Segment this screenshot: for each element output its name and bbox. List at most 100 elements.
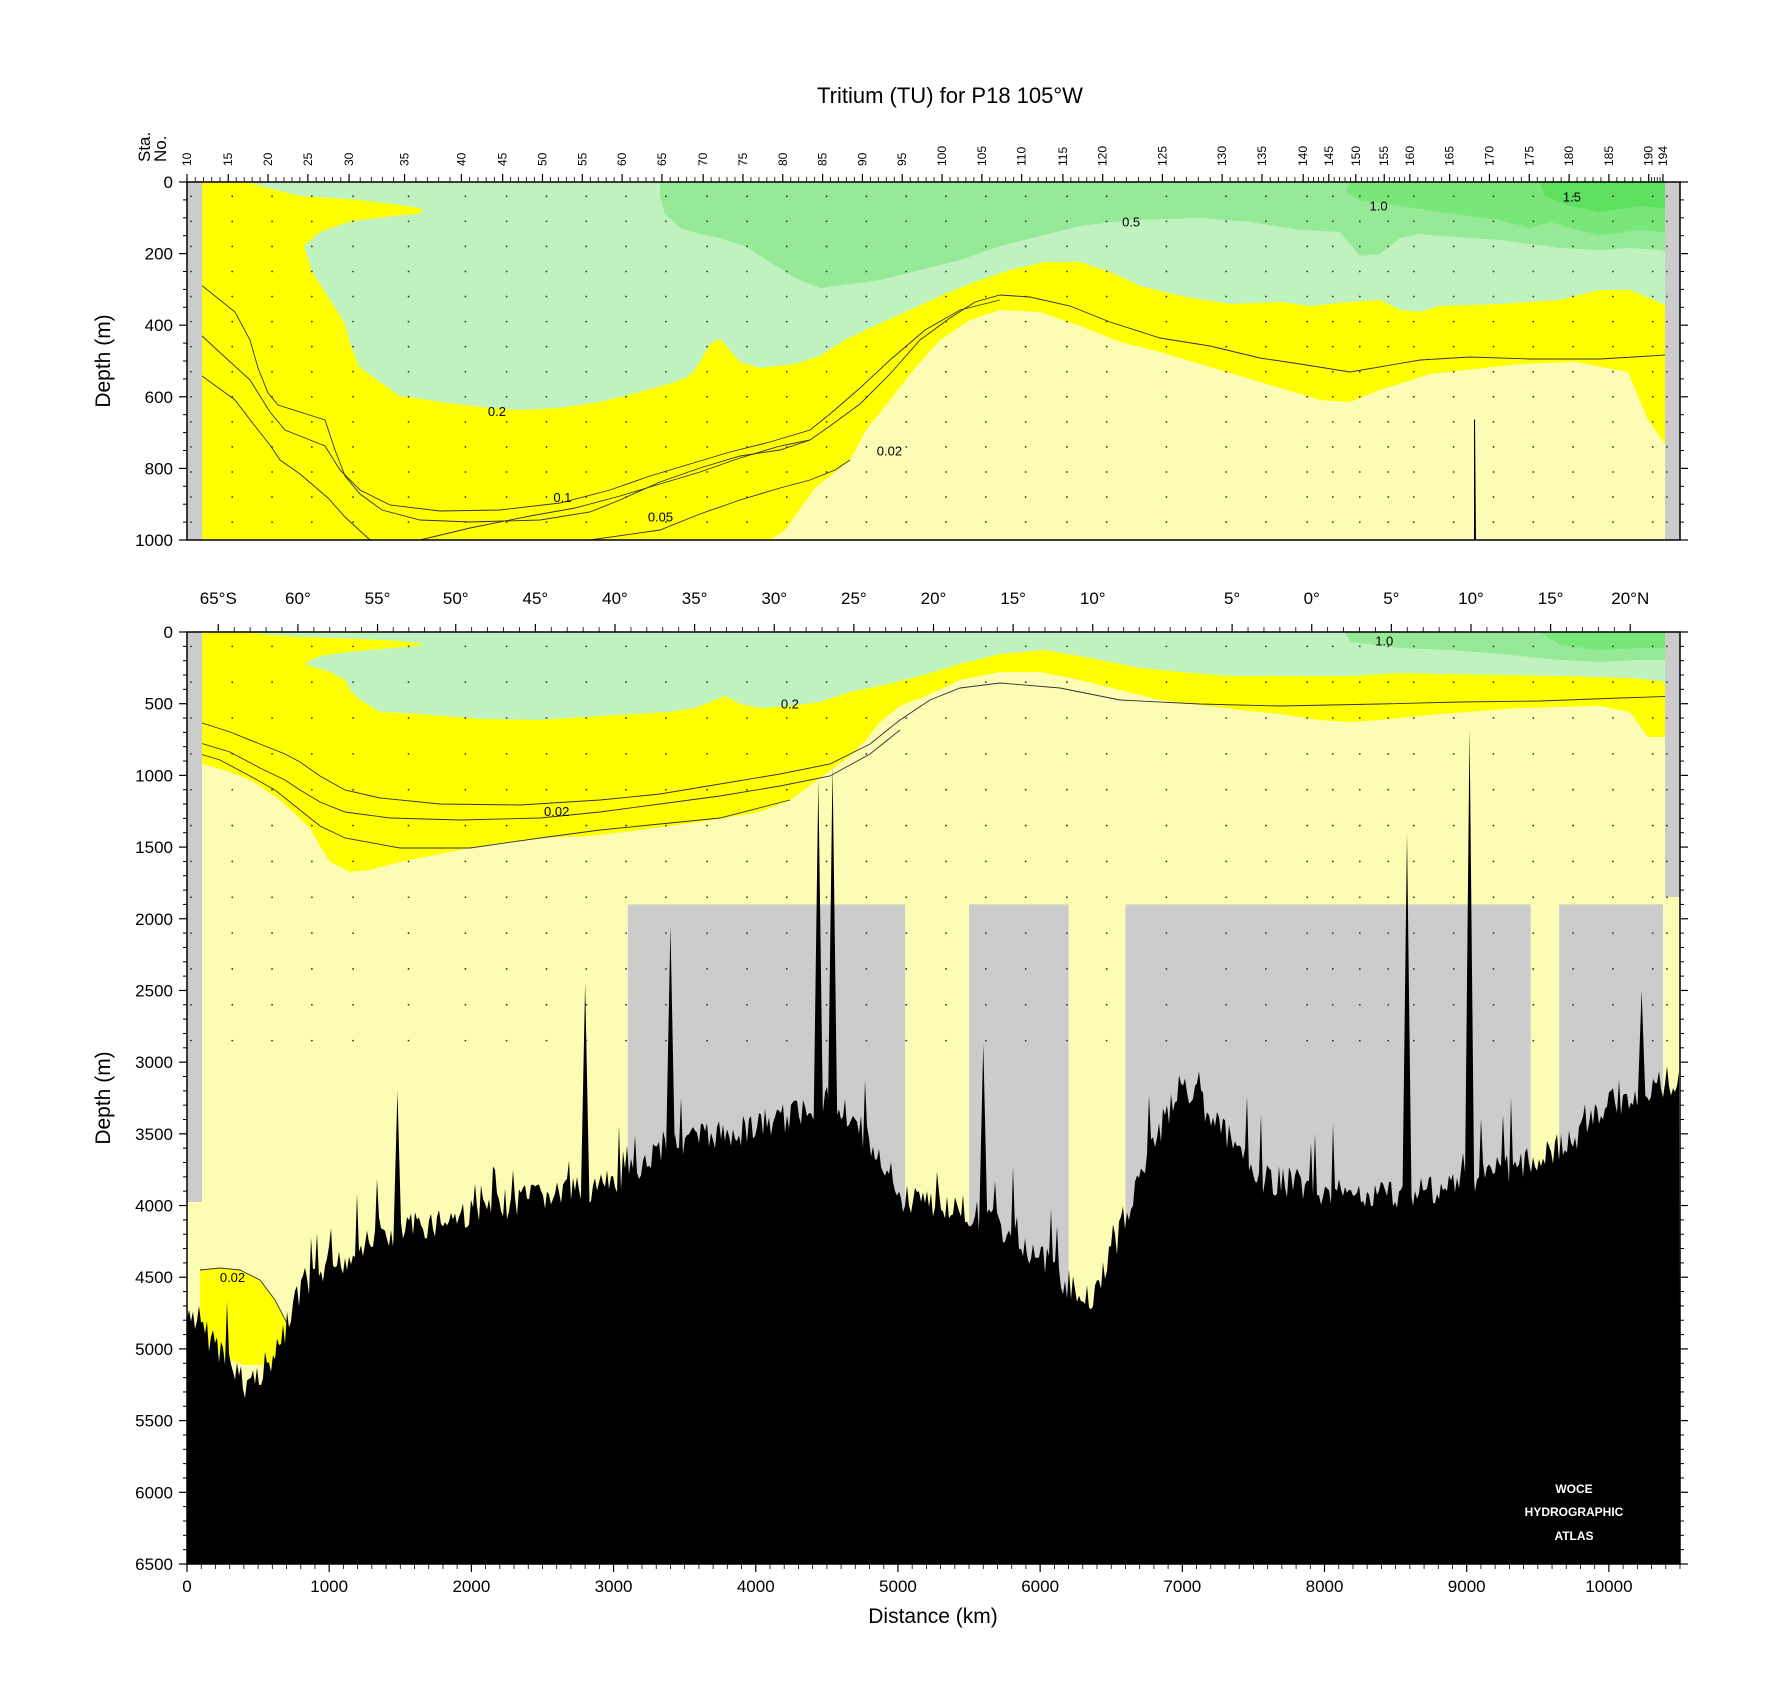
sample-dot [585,1039,588,1042]
seamount-3 [813,779,824,1146]
sample-dot [1387,681,1390,684]
sample-dot [1651,496,1654,498]
sample-dot [464,932,467,935]
sample-dot [352,220,354,223]
sample-dot [310,220,313,223]
sample-dot [1452,270,1455,273]
sample-dot [1387,717,1390,719]
sample-dot [865,1003,868,1006]
sample-dot [785,295,788,298]
sample-dot [1412,1039,1415,1042]
sample-dot [407,645,410,648]
sample-dot [1651,932,1654,935]
sample-dot [1452,295,1455,298]
sample-dot [1358,245,1361,248]
sample-dot [1452,245,1455,248]
sample-dot [665,446,667,448]
sample-dot [1024,752,1027,755]
sample-dot [825,752,828,755]
sample-dot [1666,860,1668,863]
sample-dot [1572,681,1574,684]
sample-dot [585,860,588,863]
sample-dot [785,270,788,273]
sample-dot [785,968,788,970]
sample-dot [1412,245,1415,248]
sample-dot [1358,1003,1361,1006]
sample-dot [1412,270,1415,273]
sample-dot [1412,932,1415,935]
sample-dot [865,245,868,248]
sample-dot [785,788,788,791]
sample-dot [231,521,234,523]
sample-dot [310,860,313,863]
sample-dot [825,1039,828,1042]
sample-dot [231,295,234,298]
no-data-left-lower [187,632,202,1202]
sample-dot [1452,471,1455,473]
sample-dot [1412,717,1415,719]
sample-dot [1612,471,1614,473]
station-label-110: 110 [1015,147,1029,166]
sample-dot [1651,1003,1654,1006]
station-label-95: 95 [895,152,909,166]
sample-dot [585,717,588,719]
sample-dot [310,824,313,827]
sample-dot [905,496,908,498]
sample-dot [825,270,828,273]
sample-dot [1651,320,1654,323]
sample-dot [1358,270,1361,273]
sample-dot [825,220,828,223]
sample-dot [1666,345,1668,348]
sample-dot [271,471,273,473]
sample-dot [1532,645,1535,648]
sample-dot [271,681,273,684]
sample-dot [746,896,748,899]
sample-dot [1666,245,1668,248]
sample-dot [505,270,508,273]
sample-dot [585,420,588,423]
sample-dot [1105,496,1108,498]
sample-dot [271,446,273,448]
sample-dot [825,717,828,719]
sample-dot [1024,370,1027,373]
sample-dot [1651,681,1654,684]
sample-dot [1165,320,1168,323]
station-label-55: 55 [575,152,589,166]
sample-dot [1225,788,1228,791]
sample-dot [785,860,788,863]
sample-dot [1105,1039,1108,1042]
sample-dot [706,521,709,523]
sample-dot [464,752,467,755]
seamount-4 [827,766,838,1146]
sample-dot [310,270,313,273]
y-tick-label-lower-3: 1500 [135,838,173,857]
sample-dot [1331,446,1334,448]
sample-dot [1612,1039,1614,1042]
sample-dot [407,1003,410,1006]
sample-dot [665,860,667,863]
sample-dot [865,471,868,473]
sample-dot [1412,320,1415,323]
contour-label-upper-2: 0.5 [1122,214,1140,229]
sample-dot [310,896,313,899]
sample-dot [625,824,628,827]
sample-dot [505,645,508,648]
sample-dot [271,195,273,198]
sample-dot [585,270,588,273]
sample-dot [1358,968,1361,970]
sample-dot [545,370,548,373]
sample-dot [464,420,467,423]
lat-label-15: 10° [1458,589,1484,608]
sample-dot [1105,521,1108,523]
sample-dot [984,752,987,755]
sample-dot [505,245,508,248]
sample-dot [785,345,788,348]
sample-dot [945,370,947,373]
station-label-160: 160 [1403,146,1417,166]
sample-dot [905,245,908,248]
sample-dot [905,645,908,648]
sample-dot [310,195,313,198]
y-tick-label-lower-2: 1000 [135,766,173,785]
sample-dot [231,1039,234,1042]
sample-dot [1105,752,1108,755]
